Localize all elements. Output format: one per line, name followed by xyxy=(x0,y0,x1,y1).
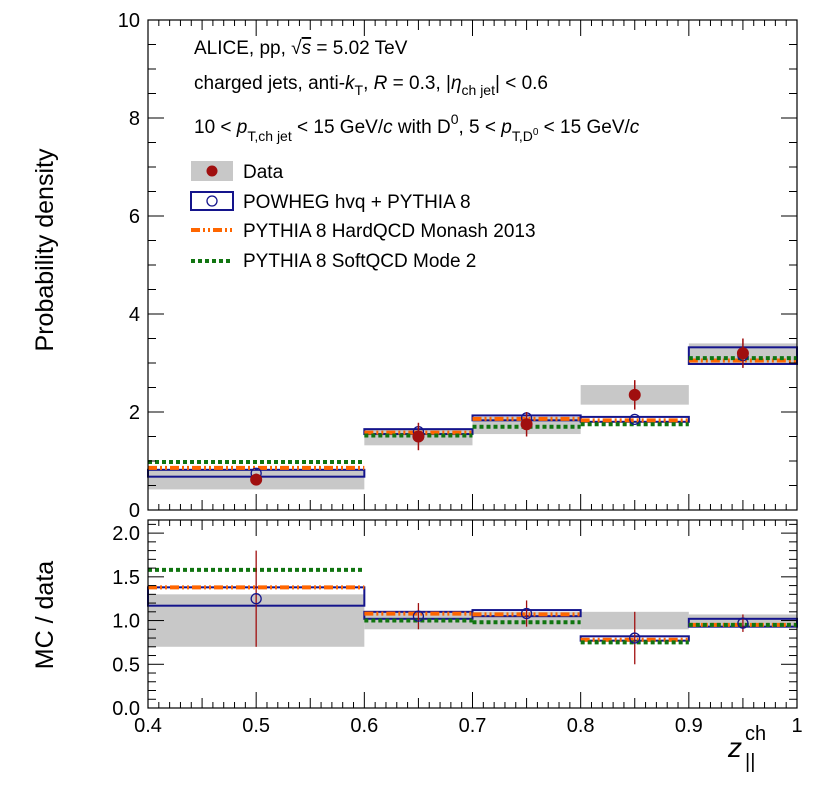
top-y-tick-label: 10 xyxy=(118,10,140,32)
top-y-tick-label: 6 xyxy=(129,206,140,228)
legend-powheg-label: POWHEG hvq + PYTHIA 8 xyxy=(243,192,471,213)
bottom-ratio-marker-4 xyxy=(737,617,749,629)
top-data-point-4 xyxy=(736,347,749,360)
legend-hardqcd-label: PYTHIA 8 HardQCD Monash 2013 xyxy=(243,221,536,242)
bottom-ratio-marker-2 xyxy=(520,607,533,620)
bottom-y-tick-label: 1.0 xyxy=(112,611,140,633)
x-tick-label: 0.9 xyxy=(675,715,703,737)
bottom-y-tick-label: 2.0 xyxy=(112,523,140,545)
top-data-point-3 xyxy=(628,388,641,401)
legend-softqcd-label: PYTHIA 8 SoftQCD Mode 2 xyxy=(243,251,476,272)
bottom-y-axis-title: MC / data xyxy=(31,561,59,669)
top-panel-lines xyxy=(147,338,798,486)
annotation-line-2: charged jets, anti-kT, R = 0.3, |ηch jet… xyxy=(194,73,548,98)
top-y-tick-label: 2 xyxy=(129,402,140,424)
legend-powheg-swatch xyxy=(190,191,234,211)
bottom-panel-lines xyxy=(147,550,798,665)
x-tick-label: 0.5 xyxy=(242,715,270,737)
bottom-y-tick-label: 1.5 xyxy=(112,567,140,589)
top-data-point-2 xyxy=(520,418,533,431)
x-tick-label: 0.4 xyxy=(134,715,162,737)
bottom-y-tick-label: 0.5 xyxy=(112,654,140,676)
top-y-tick-label: 8 xyxy=(129,108,140,130)
bottom-ratio-marker-0 xyxy=(250,593,262,605)
top-data-point-1 xyxy=(412,430,425,443)
legend: Data POWHEG hvq + PYTHIA 8 PYTHIA 8 Hard… xyxy=(190,161,536,272)
x-tick-label: 0.6 xyxy=(350,715,378,737)
annotation-line-1: ALICE, pp, √s = 5.02 TeV xyxy=(194,38,408,59)
axes: 0 2 4 6 8 10 0.0 0.5 1.0 1.5 2.0 0.4 0.5 0.6 0.7 0.8 0.9… xyxy=(112,10,802,737)
top-y-axis-title: Probability density xyxy=(31,148,59,351)
top-data-point-0 xyxy=(250,473,263,486)
legend-data-marker xyxy=(206,165,218,177)
bottom-ratio-marker-3 xyxy=(629,632,641,644)
x-axis-title-sup: ch xyxy=(745,723,766,745)
top-y-tick-label: 0 xyxy=(129,500,140,522)
x-tick-label: 1 xyxy=(791,715,802,737)
legend-data-label: Data xyxy=(243,162,284,183)
top-powheg-marker-3 xyxy=(629,413,641,426)
x-axis-title: z xyxy=(727,732,742,763)
x-tick-label: 0.8 xyxy=(567,715,595,737)
legend-powheg-marker xyxy=(206,195,218,207)
top-y-tick-label: 4 xyxy=(129,304,140,326)
bottom-y-tick-label: 0.0 xyxy=(112,698,140,720)
x-axis-title-sub: || xyxy=(745,751,755,773)
annotation-line-3: 10 < pT,ch jet < 15 GeV/c with D0, 5 < p… xyxy=(194,111,640,144)
x-tick-label: 0.7 xyxy=(459,715,487,737)
bottom-ratio-marker-1 xyxy=(412,610,425,622)
